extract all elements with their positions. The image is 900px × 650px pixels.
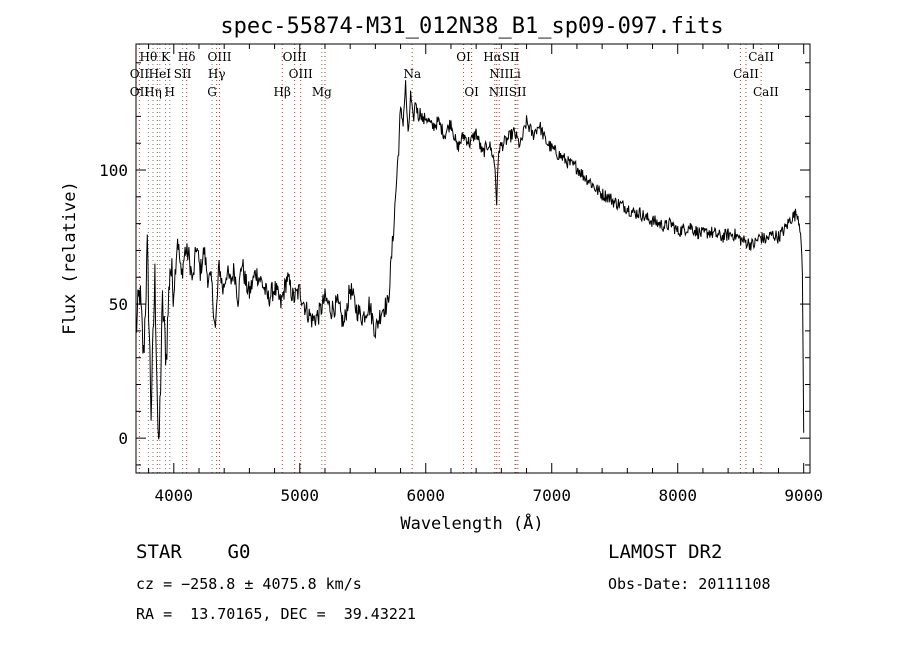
line-label: G (207, 85, 217, 99)
spectrum-line-0 (135, 80, 805, 440)
line-label: CaII (753, 85, 779, 99)
x-axis: 4000 5000 6000 7000 8000 9000 (148, 44, 823, 505)
line-label: OI (456, 50, 471, 64)
line-label: CaII (748, 50, 774, 64)
coordinates-readout: RA = 13.70165, DEC = 39.43221 (136, 605, 416, 623)
x-tick-label: 9000 (784, 486, 823, 505)
y-axis-label: Flux (relative) (60, 181, 80, 335)
x-tick-label: 6000 (406, 486, 445, 505)
line-label: HαSII (483, 50, 520, 64)
line-label: OII (130, 85, 150, 99)
line-label: NIISII (489, 85, 527, 99)
spectral-class: STAR G0 (136, 541, 251, 563)
line-label: HeI (149, 67, 172, 81)
line-label: H (165, 85, 175, 99)
line-label: OIII (283, 50, 307, 64)
y-axis: 0 50 100 (99, 62, 810, 466)
redshift-readout: cz = −258.8 ± 4075.8 km/s (136, 575, 362, 593)
line-label: K (161, 50, 171, 64)
line-label: OII (130, 67, 150, 81)
line-label: OIII (289, 67, 313, 81)
line-label: CaII (733, 67, 759, 81)
y-tick-label: 100 (99, 161, 128, 180)
line-label: OIII (207, 50, 231, 64)
line-label: Hη (144, 85, 162, 99)
line-label: Li (509, 67, 521, 81)
spectral-line-markers (138, 44, 762, 473)
plot-frame (135, 43, 811, 474)
line-label: Hγ (208, 67, 226, 81)
x-tick-label: 8000 (658, 486, 697, 505)
line-label: Hθ (139, 50, 157, 64)
line-label: SII (174, 67, 192, 81)
chart-title: spec-55874-M31_012N38_B1_sp09-097.fits (220, 14, 723, 39)
x-tick-label: 5000 (281, 486, 320, 505)
line-label: Mg (312, 85, 332, 99)
line-label: Na (403, 67, 421, 81)
line-label: Hδ (178, 50, 196, 64)
y-tick-label: 50 (109, 295, 128, 314)
x-tick-label: 4000 (155, 486, 194, 505)
y-tick-label: 0 (118, 429, 128, 448)
observation-date: Obs-Date: 20111108 (608, 575, 771, 593)
x-axis-label: Wavelength (Å) (400, 512, 543, 534)
line-label: Hβ (274, 85, 291, 99)
spectrum-series (135, 80, 805, 440)
x-tick-label: 7000 (532, 486, 571, 505)
line-label: NII (489, 67, 509, 81)
line-label: OI (464, 85, 479, 99)
survey-name: LAMOST DR2 (608, 541, 723, 563)
